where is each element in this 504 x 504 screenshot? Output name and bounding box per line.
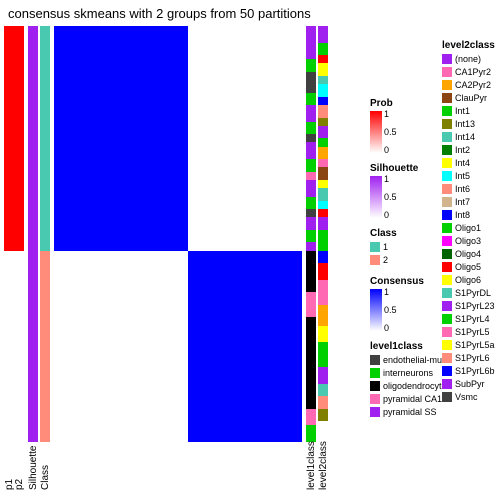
level2class-column: level2class [318,26,328,442]
swatch-icon [442,314,452,324]
swatch-icon [442,366,452,376]
class-label: Class [40,446,51,490]
swatch-icon [442,288,452,298]
swatch-icon [442,93,452,103]
swatch-icon [370,355,380,365]
swatch-icon [442,262,452,272]
swatch-icon [370,381,380,391]
level2class-legend: level2class(none)CA1Pyr2CA2Pyr2ClauPyrIn… [442,40,502,403]
level2class-label: level2class [318,446,329,490]
swatch-icon [442,106,452,116]
swatch-icon [442,54,452,64]
level1class-column: level1class [306,26,316,442]
swatch-icon [442,158,452,168]
swatch-icon [442,379,452,389]
swatch-icon [442,353,452,363]
main-plot: p1p2 SilhouetteClass level1classlevel2cla… [4,26,364,446]
plot-title: consensus skmeans with 2 groups from 50 … [8,6,311,21]
swatch-icon [370,368,380,378]
swatch-icon [442,327,452,337]
swatch-icon [442,145,452,155]
p2-label: p2 [14,446,25,490]
swatch-icon [370,242,380,252]
swatch-icon [442,236,452,246]
consensus-heatmap [54,26,302,442]
swatch-icon [442,210,452,220]
class-column: Class [40,26,50,442]
swatch-icon [442,119,452,129]
swatch-icon [442,197,452,207]
swatch-icon [442,301,452,311]
swatch-icon [370,255,380,265]
swatch-icon [370,394,380,404]
swatch-icon [442,275,452,285]
level1class-label: level1class [306,446,317,490]
silhouette-label: Silhouette [28,446,39,490]
swatch-icon [442,80,452,90]
silhouette-column: Silhouette [28,26,38,442]
swatch-icon [442,340,452,350]
p1-column: p1 [4,26,14,442]
swatch-icon [442,132,452,142]
p2-column: p2 [14,26,24,442]
level2class-legend: level2class(none)CA1Pyr2CA2Pyr2ClauPyrIn… [442,40,502,413]
swatch-icon [442,171,452,181]
swatch-icon [370,407,380,417]
swatch-icon [442,249,452,259]
swatch-icon [442,184,452,194]
swatch-icon [442,67,452,77]
swatch-icon [442,392,452,402]
swatch-icon [442,223,452,233]
